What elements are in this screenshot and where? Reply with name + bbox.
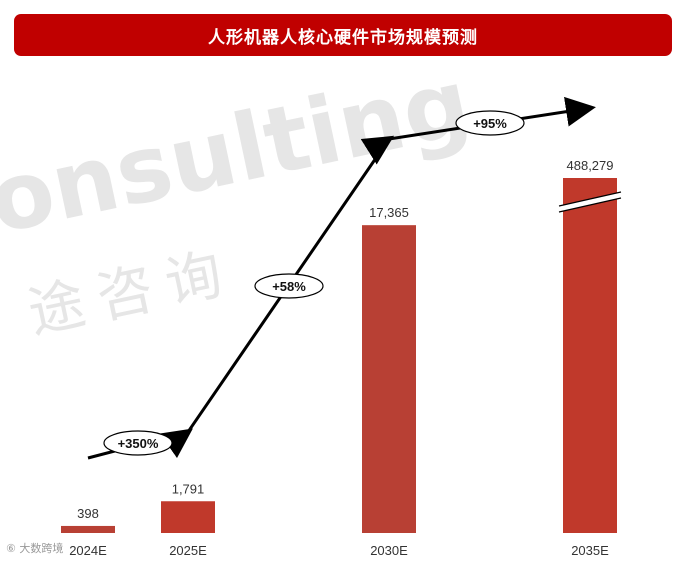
growth-label: +95% <box>473 116 507 131</box>
growth-badge <box>455 110 525 136</box>
growth-label: +58% <box>272 279 306 294</box>
growth-badge <box>254 273 324 299</box>
data-label-2024E: 398 <box>77 506 99 521</box>
source-watermark: ⑥ 大数跨境 <box>6 542 64 555</box>
x-tick-2024E: 2024E <box>69 543 107 558</box>
growth-label: +350% <box>118 436 159 451</box>
chart-title: 人形机器人核心硬件市场规模预测 <box>208 27 478 48</box>
bar-2035E <box>563 178 617 533</box>
x-tick-2030E: 2030E <box>370 543 408 558</box>
x-tick-2025E: 2025E <box>169 543 207 558</box>
bar-2024E <box>61 525 115 533</box>
bar-chart: 398 1,791 17,365 488,279 2024E 2025E 2030E 203… <box>61 96 622 558</box>
data-label-2035E: 488,279 <box>567 158 614 173</box>
bar-2025E <box>161 501 215 533</box>
growth-trend-arrow <box>87 96 596 460</box>
data-label-2025E: 1,791 <box>172 481 205 496</box>
title-bar: 人形机器人核心硬件市场规模预测 <box>14 14 672 56</box>
growth-badge <box>103 430 173 456</box>
data-label-2030E: 17,365 <box>369 205 409 220</box>
bar-2030E <box>362 225 416 534</box>
x-tick-2035E: 2035E <box>571 543 609 558</box>
